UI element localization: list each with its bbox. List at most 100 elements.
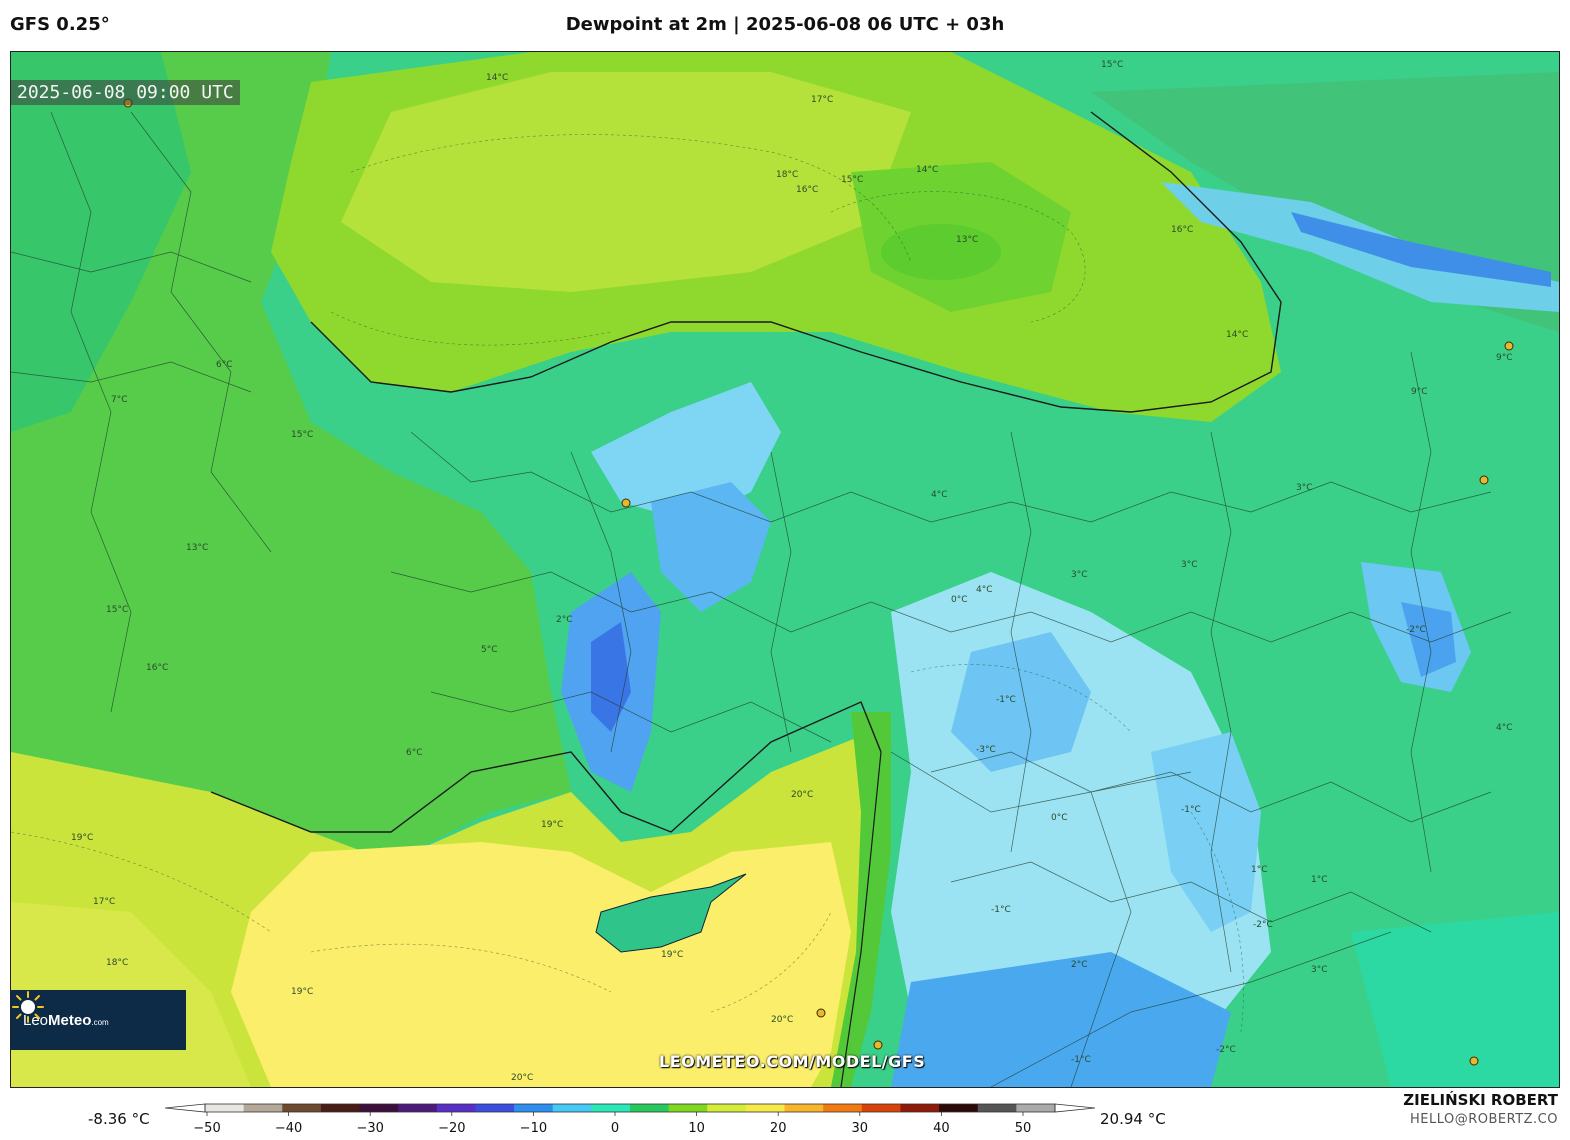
model-label: GFS 0.25° — [10, 14, 110, 35]
colorbar-segments — [165, 1103, 1095, 1113]
colorbar-segment — [552, 1104, 592, 1112]
colorbar-segment — [745, 1104, 786, 1112]
svg-text:13°C: 13°C — [956, 235, 978, 245]
svg-text:1°C: 1°C — [1251, 865, 1268, 875]
svg-text:-1°C: -1°C — [996, 695, 1016, 705]
svg-text:-2°C: -2°C — [1253, 920, 1273, 930]
colorbar-segment — [359, 1104, 399, 1112]
svg-text:2°C: 2°C — [556, 615, 573, 625]
colorbar-tick-label: −50 — [193, 1121, 220, 1136]
colorbar-segment — [514, 1104, 554, 1112]
svg-text:1°C: 1°C — [1311, 875, 1328, 885]
svg-text:-2°C: -2°C — [1406, 625, 1426, 635]
colorbar-tick-label: 50 — [1015, 1121, 1032, 1136]
colorbar-tick-label: −20 — [438, 1121, 465, 1136]
colorbar-segment — [320, 1104, 361, 1112]
colorbar-tick-label: 0 — [611, 1121, 619, 1136]
source-url-watermark: LEOMETEO.COM/MODEL/GFS — [659, 1052, 926, 1071]
svg-text:17°C: 17°C — [93, 897, 115, 907]
colorbar-segment — [784, 1104, 824, 1112]
colorbar-tick-label: −10 — [520, 1121, 547, 1136]
colorbar-segment — [861, 1104, 901, 1112]
colorbar-ticks: −50 −40 −30 −20 −10 0 10 20 30 40 50 — [193, 1112, 1031, 1136]
colorbar-segment — [1016, 1104, 1056, 1112]
svg-text:0°C: 0°C — [1051, 813, 1068, 823]
colorbar-tick-label: −40 — [275, 1121, 302, 1136]
colorbar-segment — [436, 1104, 476, 1112]
svg-text:13°C: 13°C — [186, 543, 208, 553]
svg-text:15°C: 15°C — [291, 430, 313, 440]
svg-text:16°C: 16°C — [1171, 225, 1193, 235]
colorbar-segment — [977, 1104, 1017, 1112]
svg-text:-1°C: -1°C — [991, 905, 1011, 915]
svg-text:14°C: 14°C — [486, 73, 508, 83]
svg-text:16°C: 16°C — [796, 185, 818, 195]
svg-text:9°C: 9°C — [1411, 387, 1428, 397]
colorbar-segment — [900, 1104, 940, 1112]
svg-text:4°C: 4°C — [976, 585, 993, 595]
colorbar-segment — [707, 1104, 747, 1112]
colorbar-max-label: 20.94 °C — [1100, 1110, 1166, 1128]
svg-text:15°C: 15°C — [1101, 60, 1123, 70]
colorbar-segment — [243, 1104, 283, 1112]
svg-text:15°C: 15°C — [841, 175, 863, 185]
colorbar-tick-label: −30 — [356, 1121, 383, 1136]
svg-text:14°C: 14°C — [1226, 330, 1248, 340]
colorbar-min-label: -8.36 °C — [88, 1110, 150, 1128]
author-credit: ZIELIŃSKI ROBERT — [1403, 1091, 1558, 1109]
leometeo-logo[interactable]: LeoMeteo.com — [11, 990, 186, 1050]
svg-text:3°C: 3°C — [1311, 965, 1328, 975]
valid-time-label: 2025-06-08 09:00 UTC — [11, 80, 240, 105]
colorbar-segment — [630, 1104, 670, 1112]
svg-text:4°C: 4°C — [1496, 723, 1513, 733]
svg-text:3°C: 3°C — [1296, 483, 1313, 493]
svg-text:7°C: 7°C — [111, 395, 128, 405]
svg-text:3°C: 3°C — [1071, 570, 1088, 580]
svg-text:19°C: 19°C — [661, 950, 683, 960]
svg-text:18°C: 18°C — [106, 958, 128, 968]
svg-text:4°C: 4°C — [931, 490, 948, 500]
svg-text:19°C: 19°C — [291, 987, 313, 997]
colorbar-tick-label: 30 — [852, 1121, 869, 1136]
colorbar-max-arrow — [1054, 1103, 1095, 1113]
colorbar-segment — [398, 1104, 438, 1112]
colorbar: −50 −40 −30 −20 −10 0 10 20 30 40 50 — [165, 1103, 1095, 1136]
weather-map[interactable]: 14°C 16°C 17°C 18°C 15°C 14°C 13°C 16°C … — [10, 51, 1560, 1088]
svg-text:19°C: 19°C — [541, 820, 563, 830]
author-email[interactable]: HELLO@ROBERTZ.CO — [1409, 1112, 1558, 1127]
svg-text:2°C: 2°C — [1071, 960, 1088, 970]
svg-text:9°C: 9°C — [1496, 353, 1513, 363]
colorbar-segment — [668, 1104, 708, 1112]
colorbar-tick-label: 20 — [770, 1121, 787, 1136]
svg-text:-2°C: -2°C — [1216, 1045, 1236, 1055]
colorbar-border — [204, 1103, 1056, 1113]
colorbar-segment — [591, 1104, 631, 1112]
colorbar-segment — [823, 1104, 863, 1112]
svg-text:5°C: 5°C — [481, 645, 498, 655]
colorbar-segment — [282, 1104, 322, 1112]
colorbar-tick-label: 10 — [688, 1121, 705, 1136]
svg-text:20°C: 20°C — [511, 1073, 533, 1083]
svg-text:20°C: 20°C — [771, 1015, 793, 1025]
colorbar-tick-label: 40 — [933, 1121, 950, 1136]
svg-text:6°C: 6°C — [406, 748, 423, 758]
colorbar-segment — [205, 1104, 245, 1112]
svg-text:19°C: 19°C — [71, 833, 93, 843]
svg-text:-1°C: -1°C — [1181, 805, 1201, 815]
svg-text:18°C: 18°C — [776, 170, 798, 180]
svg-text:16°C: 16°C — [146, 663, 168, 673]
svg-text:6°C: 6°C — [216, 360, 233, 370]
colorbar-segment — [939, 1104, 979, 1112]
svg-text:0°C: 0°C — [951, 595, 968, 605]
svg-text:-1°C: -1°C — [1071, 1055, 1091, 1065]
colorbar-min-arrow — [165, 1103, 206, 1113]
svg-text:17°C: 17°C — [811, 95, 833, 105]
svg-text:3°C: 3°C — [1181, 560, 1198, 570]
dewpoint-field: 14°C 16°C 17°C 18°C 15°C 14°C 13°C 16°C … — [11, 52, 1559, 1087]
chart-title: Dewpoint at 2m | 2025-06-08 06 UTC + 03h — [565, 14, 1005, 35]
colorbar-segment — [475, 1104, 515, 1112]
svg-text:-3°C: -3°C — [976, 745, 996, 755]
logo-text: LeoMeteo.com — [23, 1011, 109, 1029]
svg-text:20°C: 20°C — [791, 790, 813, 800]
svg-text:15°C: 15°C — [106, 605, 128, 615]
